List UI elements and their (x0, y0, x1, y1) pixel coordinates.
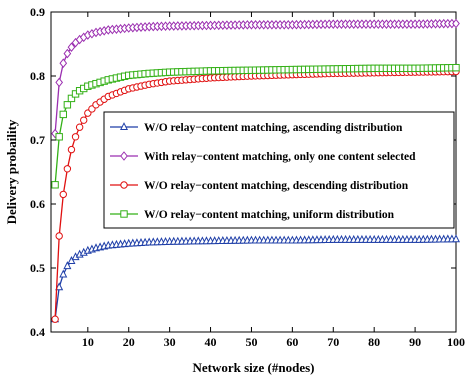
axes-layer: 10 20 30 40 50 60 70 80 90 100 0.4 0.5 0.6 0.7 0.8 0.9 (30, 5, 465, 349)
data-point (63, 48, 72, 59)
series-diamond (51, 18, 460, 139)
y-tick-label: 0.8 (30, 69, 45, 83)
x-tick-label: 10 (82, 335, 94, 349)
legend-entry: W/O relay−content matching, ascending di… (110, 122, 403, 134)
x-tick-label: 80 (368, 335, 380, 349)
legend-marker (120, 210, 128, 218)
data-point (55, 232, 63, 240)
data-point (451, 234, 461, 243)
data-point (55, 133, 63, 141)
x-tick-label: 100 (447, 335, 465, 349)
data-point (51, 128, 59, 139)
data-point (67, 145, 76, 154)
legend-marker (120, 181, 128, 189)
data-point (452, 63, 460, 72)
legend-label: With relay−content matching, only one co… (144, 151, 416, 163)
data-point (55, 77, 64, 88)
data-point (63, 101, 72, 109)
data-point (59, 58, 68, 69)
y-tick-label: 0.5 (30, 261, 45, 275)
data-point (59, 269, 68, 278)
x-tick-label: 20 (123, 335, 135, 349)
x-axis-title: Network size (#nodes) (192, 360, 314, 375)
legend-label: W/O relay−content matching, uniform dist… (144, 209, 395, 221)
legend-entry: With relay−content matching, only one co… (110, 151, 416, 163)
data-point (452, 18, 460, 29)
data-point (67, 42, 76, 53)
data-point (80, 116, 88, 124)
data-point (63, 165, 72, 173)
x-tick-label: 50 (245, 335, 257, 349)
y-axis-title: Delivery probaility (4, 119, 19, 224)
data-point (67, 256, 76, 265)
data-point (63, 261, 72, 270)
legend: W/O relay−content matching, ascending di… (103, 111, 455, 229)
legend-entry: W/O relay−content matching, uniform dist… (110, 209, 395, 221)
series-square (51, 63, 460, 189)
legend-label: W/O relay−content matching, ascending di… (144, 122, 403, 134)
data-point (55, 282, 64, 291)
legend-marker (120, 151, 128, 161)
x-tick-label: 60 (286, 335, 298, 349)
data-point (59, 190, 67, 199)
y-tick-label: 0.4 (30, 325, 45, 339)
x-tick-label: 90 (409, 335, 421, 349)
legend-box (103, 111, 455, 229)
x-tick-label: 40 (205, 335, 217, 349)
y-tick-label: 0.7 (30, 133, 45, 147)
legend-entry: W/O relay−content matching, descending d… (110, 180, 409, 192)
y-tick-label: 0.9 (30, 5, 45, 19)
data-point (51, 181, 59, 189)
data-point (51, 315, 59, 323)
data-point (75, 123, 84, 131)
x-tick-label: 70 (327, 335, 339, 349)
data-point (67, 94, 76, 103)
data-point (59, 110, 67, 119)
series-triangle (51, 234, 461, 323)
data-point (71, 133, 80, 141)
legend-label: W/O relay−content matching, descending d… (144, 180, 409, 192)
legend-marker (119, 122, 129, 131)
series-layer (51, 18, 461, 323)
y-tick-label: 0.6 (30, 197, 45, 211)
x-tick-label: 30 (164, 335, 176, 349)
